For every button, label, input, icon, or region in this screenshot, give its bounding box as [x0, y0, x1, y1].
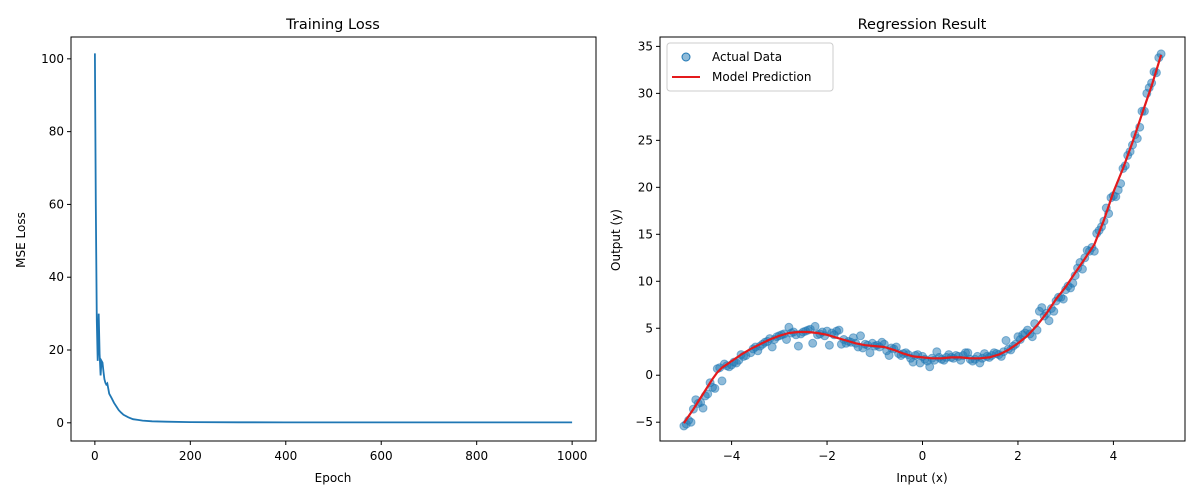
data-point [865, 348, 875, 358]
data-point [1049, 306, 1059, 316]
data-point [808, 338, 818, 348]
y-tick-label: 100 [41, 52, 64, 66]
x-tick-label: 800 [465, 449, 488, 463]
data-point [1037, 303, 1047, 313]
regression-result-chart: Regression Result −4 −2 0 2 4 −5 0 5 10 15 20 25 30… [609, 17, 1186, 485]
chart-title: Regression Result [858, 17, 987, 33]
plot-area [94, 53, 573, 424]
legend-label-model-prediction: Model Prediction [712, 70, 811, 84]
x-axis: −4 −2 0 2 4 [723, 441, 1117, 463]
x-axis: 0 200 400 600 800 1000 [91, 441, 587, 463]
x-tick-label: −4 [723, 449, 741, 463]
y-tick-label: 0 [645, 368, 653, 382]
y-tick-label: 30 [638, 86, 653, 100]
data-point [824, 340, 834, 350]
y-tick-label: 35 [638, 39, 653, 53]
data-point [834, 325, 844, 335]
x-tick-label: 1000 [557, 449, 588, 463]
y-tick-label: 15 [638, 227, 653, 241]
training-loss-chart: Training Loss 0 200 400 600 800 1000 0 20 40 60 8… [14, 17, 597, 485]
prediction-line [682, 54, 1163, 424]
data-point [856, 331, 865, 341]
x-tick-label: 4 [1110, 449, 1118, 463]
legend: Actual Data Model Prediction [666, 42, 834, 92]
data-point [686, 417, 696, 427]
y-tick-label: 20 [638, 180, 653, 194]
data-point [1044, 316, 1054, 326]
data-point [782, 335, 791, 344]
data-point [925, 362, 935, 372]
loss-line [94, 53, 573, 424]
y-tick-label: 80 [49, 125, 64, 139]
x-tick-label: −2 [818, 449, 836, 463]
data-point [1027, 332, 1037, 342]
data-point [1058, 294, 1068, 304]
chart-title: Training Loss [285, 17, 380, 33]
y-tick-label: −5 [635, 415, 653, 429]
y-tick-label: 10 [638, 274, 653, 288]
x-tick-label: 400 [274, 449, 297, 463]
data-point [698, 403, 708, 413]
legend-box [666, 42, 834, 92]
x-tick-label: 0 [919, 449, 927, 463]
data-point [767, 342, 777, 352]
x-axis-label: Epoch [315, 471, 352, 485]
legend-label-actual-data: Actual Data [712, 50, 782, 64]
y-tick-label: 20 [49, 343, 64, 357]
data-point [1001, 336, 1011, 345]
y-tick-label: 5 [645, 321, 653, 335]
x-tick-label: 2 [1014, 449, 1022, 463]
x-tick-label: 200 [179, 449, 202, 463]
y-axis: 0 20 40 60 80 100 [41, 52, 71, 430]
y-tick-label: 40 [49, 270, 64, 284]
legend-marker-actual-data [681, 52, 691, 62]
y-axis: −5 0 5 10 15 20 25 30 35 [635, 39, 660, 429]
data-point [810, 321, 820, 331]
y-tick-label: 60 [49, 197, 64, 211]
x-tick-label: 0 [91, 449, 99, 463]
plot-area [679, 49, 1166, 431]
x-tick-label: 600 [370, 449, 393, 463]
data-point [793, 341, 803, 351]
y-tick-label: 25 [638, 133, 653, 147]
y-axis-label: MSE Loss [14, 212, 28, 268]
data-point [710, 383, 720, 393]
axes-frame [70, 36, 597, 442]
y-axis-label: Output (y) [609, 209, 623, 271]
data-point [717, 376, 727, 386]
y-tick-label: 0 [56, 416, 64, 430]
x-axis-label: Input (x) [896, 471, 947, 485]
